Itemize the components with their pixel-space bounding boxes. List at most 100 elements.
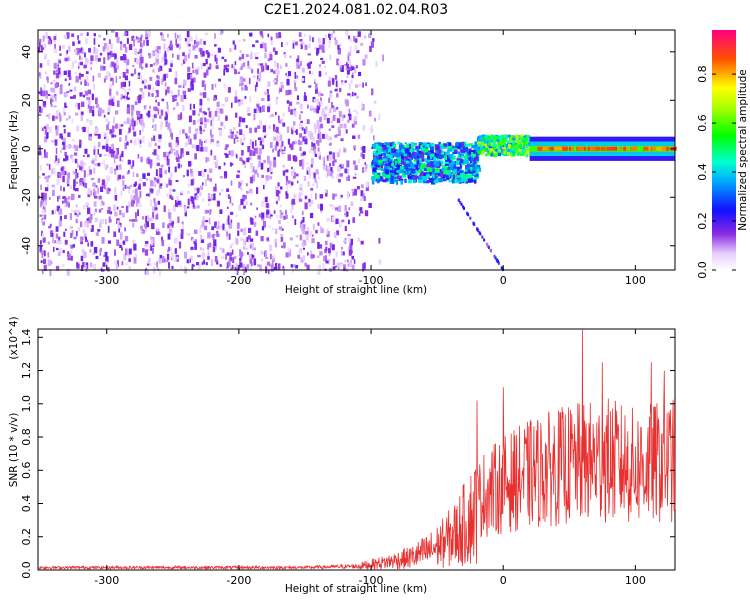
spectrogram-cell <box>180 233 184 239</box>
spectrogram-cell <box>278 226 283 230</box>
spectrogram-cell <box>78 65 80 69</box>
spectrogram-cell <box>234 90 238 97</box>
spectrogram-cell <box>332 160 335 166</box>
spectrogram-cell <box>71 61 75 69</box>
spectrogram-cell <box>154 142 157 146</box>
spectrogram-cell <box>302 240 306 246</box>
spectrogram-cell <box>394 174 400 177</box>
spectrogram-cell <box>39 41 41 48</box>
spectrogram-cell <box>207 243 209 250</box>
spectrogram-cell <box>238 56 242 61</box>
spectrogram-cell <box>479 135 483 138</box>
spectrogram-cell <box>41 253 44 258</box>
spectrogram-cell <box>79 61 83 66</box>
spectrogram-cell <box>101 179 105 186</box>
spectrogram-cell <box>81 248 85 255</box>
spectrogram-cell <box>460 175 466 179</box>
spectrogram-cell <box>130 139 133 144</box>
spectrogram-cell <box>205 139 208 143</box>
spectrogram-cell <box>44 71 47 74</box>
spectrogram-cell <box>208 168 213 174</box>
spectrogram-cell <box>193 104 195 109</box>
spectrogram-cell <box>53 105 57 108</box>
spectrogram-cell <box>483 238 486 242</box>
spectrogram-cell <box>429 172 433 175</box>
spectrogram-cell <box>321 112 325 117</box>
spectrogram-cell <box>270 214 273 217</box>
spectrogram-cell <box>100 267 103 271</box>
spectrogram-cell <box>200 239 205 243</box>
spectrogram-cell <box>133 200 135 204</box>
spectrogram-cell <box>241 142 244 146</box>
spectrogram-cell <box>339 43 342 46</box>
spectrogram-cell <box>338 179 341 183</box>
spectrogram-cell <box>174 32 177 39</box>
spectrogram-cell <box>217 115 220 121</box>
spectrogram-cell <box>463 155 469 160</box>
spectrogram-cell <box>378 159 383 164</box>
spectrogram-cell <box>182 175 185 178</box>
spectrogram-cell <box>61 170 65 175</box>
spectrogram-cell <box>354 115 358 121</box>
spectrogram-cell <box>216 233 220 237</box>
spectrogram-cell <box>362 125 366 131</box>
spectrogram-cell <box>343 267 346 272</box>
spectrogram-cell <box>71 118 74 124</box>
spectrogram-cell <box>252 151 256 156</box>
spectrogram-cell <box>44 187 49 192</box>
spectrogram-cell <box>412 148 417 151</box>
spectrogram-cell <box>48 164 51 170</box>
spectrogram-cell <box>272 70 276 74</box>
spectrogram-cell <box>331 205 335 210</box>
spectrogram-cell <box>163 73 166 81</box>
y-tick-label: 40 <box>20 45 33 59</box>
spectrogram-cell <box>274 263 278 270</box>
spectrogram-cell <box>219 247 223 251</box>
spectrogram-cell <box>441 168 446 171</box>
spectrogram-cell <box>297 254 301 259</box>
spectrogram-cell <box>102 201 105 206</box>
spectrogram-cell <box>335 84 339 91</box>
spectrogram-cell <box>404 172 408 175</box>
spectrogram-cell <box>117 220 120 226</box>
spectrogram-cell <box>216 107 219 114</box>
spectrogram-cell <box>107 206 111 211</box>
spectrogram-cell <box>314 153 318 157</box>
spectrogram-cell <box>265 65 268 70</box>
spectrogram-cell <box>199 38 203 45</box>
spectrogram-cell <box>106 124 109 131</box>
spectrogram-cell <box>41 196 45 203</box>
spectrogram-cell <box>343 239 347 243</box>
spectrogram-cell <box>213 193 216 201</box>
spectrogram-cell <box>125 248 128 256</box>
spectrogram-cell <box>221 248 225 253</box>
spectrogram-cell <box>63 129 66 134</box>
spectrogram-cell <box>223 83 226 88</box>
spectrogram-cell <box>331 244 335 251</box>
spectrogram-cell <box>160 164 164 168</box>
spectrogram-cell <box>316 105 321 110</box>
spectrogram-cell <box>242 117 246 123</box>
spectrogram-cell <box>150 244 153 251</box>
spectrogram-cell <box>41 155 44 159</box>
spectrogram-cell <box>47 94 51 96</box>
spectrogram-cell <box>38 113 42 116</box>
spectrogram-cell <box>518 151 521 156</box>
spectrogram-cell <box>469 171 474 174</box>
spectrogram-cell <box>57 67 61 75</box>
spectrogram-cell <box>121 159 124 162</box>
spectrogram-cell <box>357 134 361 139</box>
spectrogram-cell <box>80 240 83 245</box>
spectrogram-cell <box>89 262 93 268</box>
spectrogram-cell <box>353 188 358 196</box>
spectrogram-cell <box>198 171 202 176</box>
spectrogram-cell <box>193 239 197 244</box>
spectrogram-cell <box>95 97 98 105</box>
spectrogram-cell <box>120 93 124 98</box>
spectrogram-cell <box>47 36 51 39</box>
spectrogram-cell <box>134 101 138 105</box>
spectrogram-cell <box>257 125 261 129</box>
spectrogram-cell <box>153 180 156 187</box>
spectrogram-cell <box>115 64 120 70</box>
spectrogram-cell <box>130 184 132 187</box>
